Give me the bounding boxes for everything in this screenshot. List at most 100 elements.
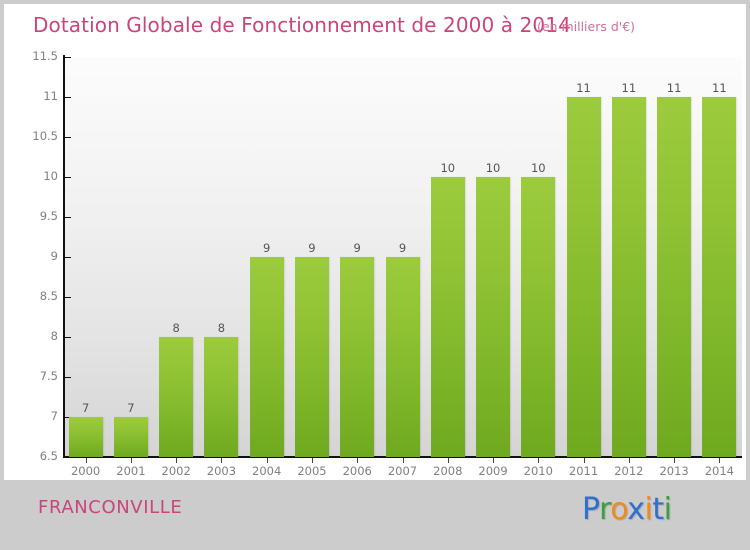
y-axis-tick bbox=[65, 457, 71, 458]
x-axis-tick-label: 2003 bbox=[206, 464, 237, 478]
bar[interactable] bbox=[159, 337, 194, 457]
x-axis-tick-label: 2011 bbox=[568, 464, 599, 478]
x-axis-tick bbox=[629, 458, 630, 463]
x-axis-tick-label: 2008 bbox=[433, 464, 463, 478]
y-axis-tick bbox=[65, 337, 71, 338]
x-axis-tick-label: 2009 bbox=[478, 464, 508, 478]
bar-value-label: 8 bbox=[217, 321, 226, 335]
y-axis-tick-label: 11 bbox=[43, 89, 58, 103]
x-axis-tick bbox=[357, 458, 358, 463]
logo-letter: r bbox=[599, 492, 611, 527]
x-axis-tick bbox=[448, 458, 449, 463]
x-axis-tick-label: 2007 bbox=[387, 464, 418, 478]
bar[interactable] bbox=[476, 177, 511, 457]
y-axis-tick-label: 11.5 bbox=[32, 49, 58, 63]
y-axis-line bbox=[63, 55, 65, 458]
x-axis-tick-label: 2002 bbox=[161, 464, 191, 478]
x-axis-line bbox=[63, 456, 742, 458]
x-axis-tick bbox=[538, 458, 539, 463]
bar[interactable] bbox=[611, 97, 646, 457]
y-axis-tick bbox=[65, 97, 71, 98]
bar-value-label: 9 bbox=[398, 241, 407, 255]
logo-letter: o bbox=[610, 492, 628, 527]
bar-value-label: 8 bbox=[172, 321, 180, 335]
y-axis-tick bbox=[65, 57, 71, 58]
y-axis-tick-label: 8.5 bbox=[39, 289, 58, 303]
bar-value-label: 9 bbox=[263, 241, 271, 255]
bar-value-label: 9 bbox=[308, 241, 316, 255]
x-axis-tick-label: 2004 bbox=[252, 464, 282, 478]
bar[interactable] bbox=[68, 417, 103, 457]
x-axis-tick bbox=[86, 458, 87, 463]
bar-value-label: 11 bbox=[621, 81, 637, 95]
y-axis-tick-label: 7.5 bbox=[39, 369, 58, 383]
bar[interactable] bbox=[204, 337, 239, 457]
x-axis-tick bbox=[403, 458, 404, 463]
x-axis-tick-label: 2012 bbox=[614, 464, 644, 478]
y-axis-tick bbox=[65, 177, 71, 178]
x-axis-tick bbox=[584, 458, 585, 463]
bar-value-label: 11 bbox=[666, 81, 682, 95]
y-axis-tick bbox=[65, 217, 71, 218]
bar-value-label: 10 bbox=[440, 161, 456, 175]
chart-subtitle: (en milliers d'€) bbox=[537, 19, 636, 34]
x-axis-tick-label: 2005 bbox=[297, 464, 327, 478]
y-axis-tick-label: 6.5 bbox=[39, 449, 58, 463]
y-axis-tick-label: 9 bbox=[50, 249, 58, 263]
logo-letter: t bbox=[652, 492, 664, 527]
x-axis-tick-label: 2001 bbox=[116, 464, 146, 478]
y-axis-tick bbox=[65, 257, 71, 258]
bar[interactable] bbox=[702, 97, 737, 457]
page-title: Dotation Globale de Fonctionnement de 20… bbox=[33, 13, 571, 37]
chart-footer: FRANCONVILLE Proxiti bbox=[4, 480, 746, 546]
logo-letter: i bbox=[663, 492, 672, 527]
bar[interactable] bbox=[340, 257, 375, 457]
bar[interactable] bbox=[657, 97, 692, 457]
y-axis-tick-label: 8 bbox=[50, 329, 58, 343]
x-axis-tick-label: 2014 bbox=[704, 464, 734, 478]
x-axis-tick bbox=[131, 458, 132, 463]
y-axis-tick-label: 7 bbox=[50, 409, 58, 423]
logo-letter: i bbox=[644, 492, 653, 527]
bar[interactable] bbox=[113, 417, 148, 457]
x-axis-tick bbox=[674, 458, 675, 463]
bar[interactable] bbox=[521, 177, 556, 457]
bar-value-label: 11 bbox=[576, 81, 591, 95]
bar[interactable] bbox=[249, 257, 284, 457]
y-axis-tick-label: 10.5 bbox=[32, 129, 58, 143]
bar[interactable] bbox=[385, 257, 420, 457]
y-axis-tick-label: 10 bbox=[43, 169, 58, 183]
x-axis-tick bbox=[267, 458, 268, 463]
bar[interactable] bbox=[430, 177, 465, 457]
bar-value-label: 11 bbox=[712, 81, 727, 95]
chart-header: Dotation Globale de Fonctionnement de 20… bbox=[4, 4, 746, 46]
x-axis-tick bbox=[312, 458, 313, 463]
x-axis-tick bbox=[493, 458, 494, 463]
x-axis-tick bbox=[719, 458, 720, 463]
bar-value-label: 7 bbox=[81, 401, 90, 415]
x-axis-tick bbox=[176, 458, 177, 463]
plot-area: 6.5 7 7.5 8 8.5 9 9.5 10 10.5 11 11.5 2000 2001 2002… bbox=[4, 46, 746, 480]
x-axis-tick-label: 2000 bbox=[70, 464, 101, 478]
bar-value-label: 10 bbox=[485, 161, 501, 175]
y-axis-tick bbox=[65, 377, 71, 378]
chart-panel: Dotation Globale de Fonctionnement de 20… bbox=[4, 4, 746, 546]
x-axis-tick bbox=[221, 458, 222, 463]
y-axis-tick bbox=[65, 417, 71, 418]
bar-value-label: 9 bbox=[353, 241, 361, 255]
bar[interactable] bbox=[294, 257, 329, 457]
bar[interactable] bbox=[566, 97, 601, 457]
city-label: FRANCONVILLE bbox=[38, 497, 183, 518]
bar-value-label: 10 bbox=[530, 161, 546, 175]
y-axis-tick bbox=[65, 137, 71, 138]
y-axis-tick bbox=[65, 297, 71, 298]
bar-value-label: 7 bbox=[127, 401, 135, 415]
y-axis-tick-label: 9.5 bbox=[39, 209, 58, 223]
logo-letter: P bbox=[582, 492, 600, 527]
proxiti-logo[interactable]: Proxiti bbox=[582, 487, 706, 532]
logo-letter: x bbox=[627, 492, 645, 527]
x-axis-tick-label: 2010 bbox=[523, 464, 553, 478]
x-axis-tick-label: 2013 bbox=[659, 464, 689, 478]
x-axis-tick-label: 2006 bbox=[342, 464, 372, 478]
